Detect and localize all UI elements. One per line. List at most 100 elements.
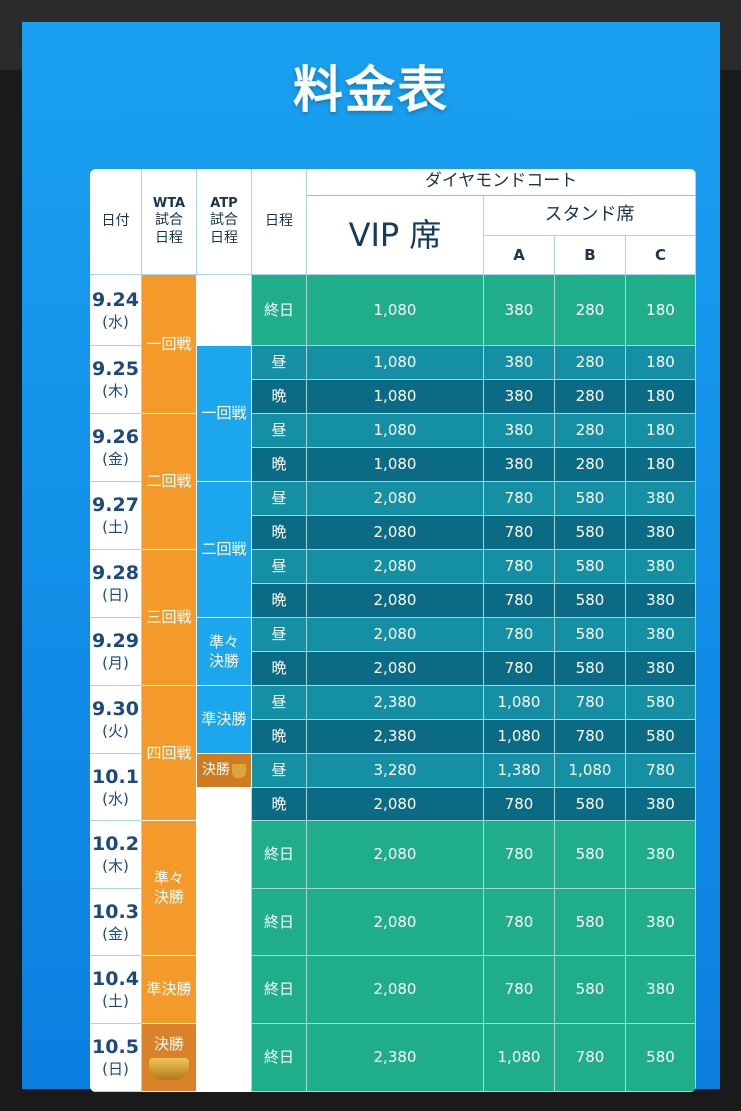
- stand-a-price: 1,380: [484, 754, 555, 788]
- stand-b-price: 580: [555, 788, 626, 821]
- schedule-cell: 昼: [252, 346, 307, 380]
- vip-price: 1,080: [307, 414, 484, 448]
- atp-round: 準決勝: [197, 686, 252, 754]
- date-day: 9.25: [92, 358, 139, 381]
- schedule-cell: 終日: [252, 1024, 307, 1092]
- vip-price: 2,080: [307, 956, 484, 1024]
- header-date: 日付: [90, 169, 142, 275]
- header-schedule: 日程: [252, 169, 307, 275]
- vip-price: 1,080: [307, 346, 484, 380]
- label-line: 準々: [153, 869, 184, 888]
- atp-empty: [197, 788, 252, 1092]
- schedule-cell: 終日: [252, 821, 307, 889]
- stand-a-price: 780: [484, 821, 555, 889]
- header-wta-label: WTA: [152, 195, 186, 211]
- stand-c-price: 380: [626, 889, 696, 956]
- stand-a-price: 380: [484, 346, 555, 380]
- date-weekday: (日): [102, 586, 129, 604]
- date-weekday: (水): [102, 312, 129, 331]
- vip-price: 2,380: [307, 720, 484, 754]
- stand-a-price: 780: [484, 482, 555, 516]
- stand-a-price: 780: [484, 584, 555, 618]
- stand-c-price: 380: [626, 550, 696, 584]
- stand-b-price: 280: [555, 275, 626, 346]
- header-diamond-court: ダイヤモンドコート: [307, 169, 696, 196]
- vip-price: 2,080: [307, 618, 484, 652]
- header-wta-line1: 試合: [155, 212, 183, 229]
- vip-price: 2,080: [307, 652, 484, 686]
- date-cell: 9.27 (土): [90, 482, 142, 550]
- date-weekday: (金): [102, 924, 129, 943]
- stand-b-price: 780: [555, 720, 626, 754]
- stand-c-price: 380: [626, 821, 696, 889]
- vip-price: 1,080: [307, 380, 484, 414]
- schedule-cell: 終日: [252, 889, 307, 956]
- stand-c-price: 380: [626, 482, 696, 516]
- stand-b-price: 580: [555, 618, 626, 652]
- atp-round: 二回戦: [197, 482, 252, 618]
- date-cell: 9.26 (金): [90, 414, 142, 482]
- header-stand: スタンド席: [484, 196, 696, 236]
- stand-c-price: 180: [626, 414, 696, 448]
- page-title: 料金表: [293, 61, 449, 119]
- date-day: 10.2: [92, 833, 139, 856]
- schedule-cell: 終日: [252, 956, 307, 1024]
- stand-b-price: 580: [555, 550, 626, 584]
- stand-a-price: 380: [484, 275, 555, 346]
- label-line: 準々: [208, 632, 239, 651]
- stand-b-price: 280: [555, 380, 626, 414]
- date-day: 10.5: [92, 1036, 139, 1059]
- stand-a-price: 780: [484, 788, 555, 821]
- stand-b-price: 280: [555, 414, 626, 448]
- header-col-c: C: [626, 236, 696, 275]
- date-cell: 9.25 (木): [90, 346, 142, 414]
- stand-a-price: 1,080: [484, 720, 555, 754]
- date-cell: 9.29 (月): [90, 618, 142, 686]
- date-day: 9.30: [92, 698, 139, 721]
- atp-round: 準々 決勝: [197, 618, 252, 686]
- date-day: 10.4: [92, 968, 139, 991]
- wta-round: 準々 決勝: [142, 821, 197, 956]
- schedule-cell: 昼: [252, 482, 307, 516]
- stand-c-price: 580: [626, 720, 696, 754]
- vip-price: 2,080: [307, 584, 484, 618]
- date-cell: 9.28 (日): [90, 550, 142, 618]
- stand-b-price: 1,080: [555, 754, 626, 788]
- date-weekday: (木): [102, 382, 129, 400]
- stand-a-price: 1,080: [484, 686, 555, 720]
- price-table: 日付 WTA 試合 日程 ATP 試合 日程 日程 ダイヤモンドコート VIP …: [90, 169, 696, 1092]
- stand-c-price: 380: [626, 956, 696, 1024]
- header-atp-line2: 日程: [210, 229, 238, 246]
- stand-a-price: 780: [484, 550, 555, 584]
- date-cell: 10.1 (水): [90, 754, 142, 821]
- wta-round: 二回戦: [142, 414, 197, 550]
- wta-round: 準決勝: [142, 956, 197, 1024]
- header-col-a: A: [484, 236, 555, 275]
- schedule-cell: 昼: [252, 618, 307, 652]
- date-cell: 9.24 (水): [90, 275, 142, 346]
- schedule-cell: 晩: [252, 788, 307, 821]
- stand-c-price: 380: [626, 584, 696, 618]
- stand-b-price: 280: [555, 346, 626, 380]
- date-weekday: (火): [102, 722, 129, 740]
- schedule-cell: 終日: [252, 275, 307, 346]
- date-day: 10.3: [92, 900, 139, 923]
- atp-round: 決勝: [197, 754, 252, 788]
- trophy-icon: [149, 1057, 189, 1080]
- header-col-b: B: [555, 236, 626, 275]
- stand-b-price: 580: [555, 482, 626, 516]
- stand-b-price: 280: [555, 448, 626, 482]
- wta-round: 三回戦: [142, 550, 197, 686]
- stand-c-price: 580: [626, 686, 696, 720]
- stand-a-price: 780: [484, 889, 555, 956]
- date-weekday: (水): [102, 789, 129, 808]
- stand-c-price: 380: [626, 788, 696, 821]
- date-weekday: (月): [102, 654, 129, 672]
- date-day: 9.29: [92, 630, 139, 653]
- stand-a-price: 780: [484, 618, 555, 652]
- header-atp: ATP 試合 日程: [197, 169, 252, 275]
- stand-b-price: 780: [555, 686, 626, 720]
- stand-b-price: 780: [555, 1024, 626, 1092]
- vip-price: 2,080: [307, 821, 484, 889]
- date-day: 9.26: [92, 426, 139, 449]
